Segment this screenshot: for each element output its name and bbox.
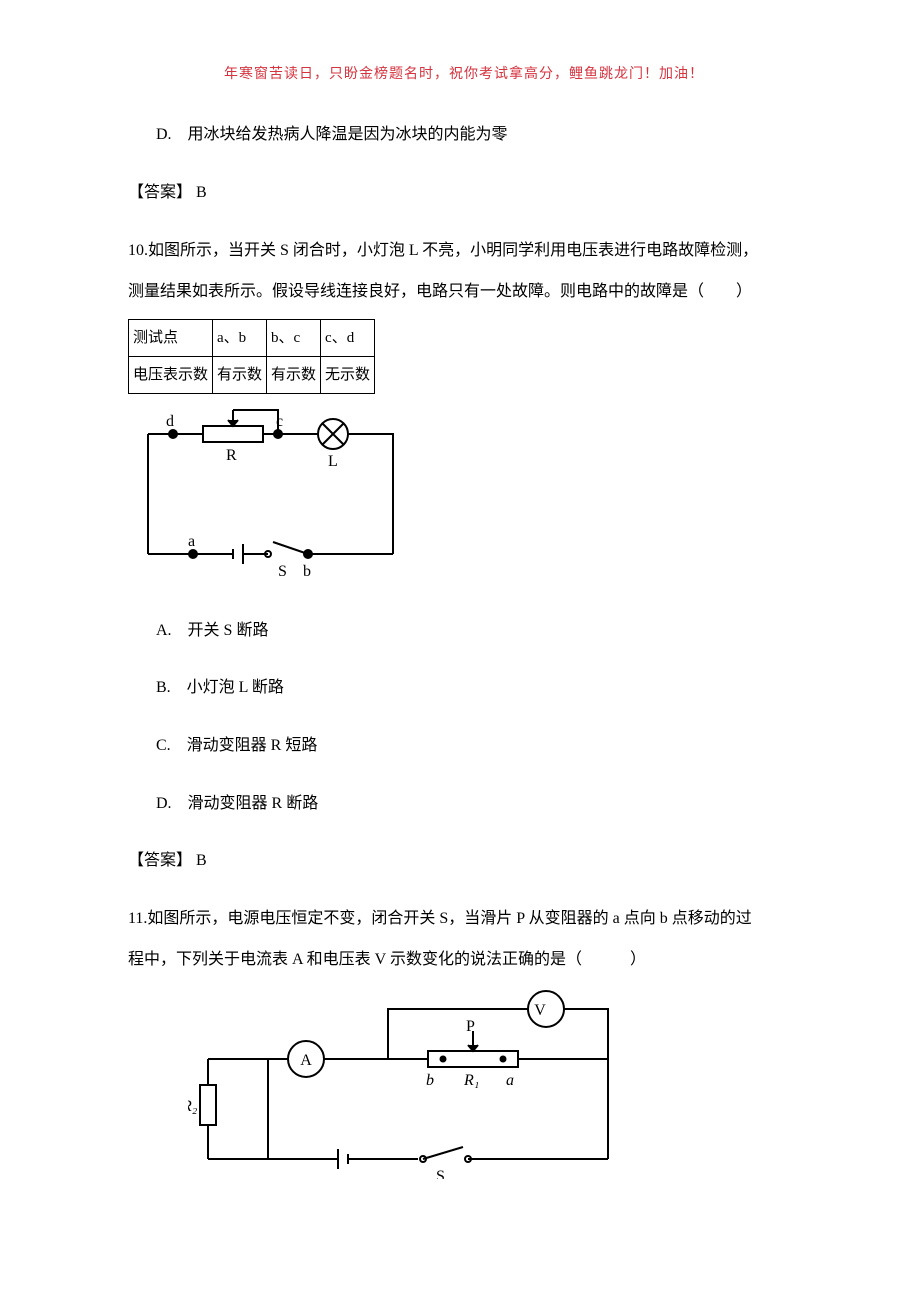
td-cd: 无示数: [321, 356, 375, 393]
td-label: 电压表示数: [129, 356, 213, 393]
q10-option-a: A. 开关 S 断路: [156, 610, 800, 652]
table-row: 测试点 a、b b、c c、d: [129, 319, 375, 356]
q10-circuit-diagram: d c R L a S b: [128, 404, 800, 594]
th-test-point: 测试点: [129, 319, 213, 356]
page-header: 年寒窗苦读日，只盼金榜题名时，祝你考试拿高分，鲤鱼跳龙门！加油！: [128, 64, 800, 86]
q10-answer: 【答案】 B: [128, 840, 800, 882]
label-V: V: [534, 1002, 546, 1019]
prev-option-d: D. 用冰块给发热病人降温是因为冰块的内能为零: [156, 114, 800, 156]
label-d: d: [166, 413, 174, 430]
label-P: P: [466, 1018, 475, 1035]
label-R1: R₁: [463, 1072, 479, 1089]
q11-stem-line2: 程中，下列关于电流表 A 和电压表 V 示数变化的说法正确的是（ ）: [128, 939, 800, 981]
th-cd: c、d: [321, 319, 375, 356]
label-S: S: [278, 563, 287, 580]
q10-stem-line2-text: 测量结果如表所示。假设导线连接良好，电路只有一处故障。则电路中的故障是（ ）: [128, 283, 752, 300]
q10-stem-line1: 10.如图所示，当开关 S 闭合时，小灯泡 L 不亮，小明同学利用电压表进行电路…: [128, 230, 800, 272]
label-S: S: [436, 1168, 445, 1179]
label-A: A: [300, 1052, 312, 1069]
q11-stem-line1: 11.如图所示，电源电压恒定不变，闭合开关 S，当滑片 P 从变阻器的 a 点向…: [128, 898, 800, 940]
q10-option-c: C. 滑动变阻器 R 短路: [156, 725, 800, 767]
label-a: a: [188, 533, 195, 550]
label-L: L: [328, 453, 338, 470]
q11-circuit-diagram: V A P b R₁ a R₂ S: [188, 989, 800, 1179]
q10-option-d: D. 滑动变阻器 R 断路: [156, 783, 800, 825]
label-a: a: [506, 1072, 514, 1089]
label-c: c: [276, 413, 283, 430]
label-R: R: [226, 447, 237, 464]
th-bc: b、c: [267, 319, 321, 356]
prev-answer: 【答案】 B: [128, 172, 800, 214]
td-ab: 有示数: [213, 356, 267, 393]
label-R2: R₂: [188, 1098, 198, 1115]
td-bc: 有示数: [267, 356, 321, 393]
page: 年寒窗苦读日，只盼金榜题名时，祝你考试拿高分，鲤鱼跳龙门！加油！ D. 用冰块给…: [0, 0, 920, 1302]
q10-option-b: B. 小灯泡 L 断路: [156, 667, 800, 709]
label-b: b: [303, 563, 311, 580]
th-ab: a、b: [213, 319, 267, 356]
table-row: 电压表示数 有示数 有示数 无示数: [129, 356, 375, 393]
q10-table: 测试点 a、b b、c c、d 电压表示数 有示数 有示数 无示数: [128, 319, 375, 394]
q10-stem-line2: 测量结果如表所示。假设导线连接良好，电路只有一处故障。则电路中的故障是（ ）: [128, 271, 800, 313]
label-b: b: [426, 1072, 434, 1089]
